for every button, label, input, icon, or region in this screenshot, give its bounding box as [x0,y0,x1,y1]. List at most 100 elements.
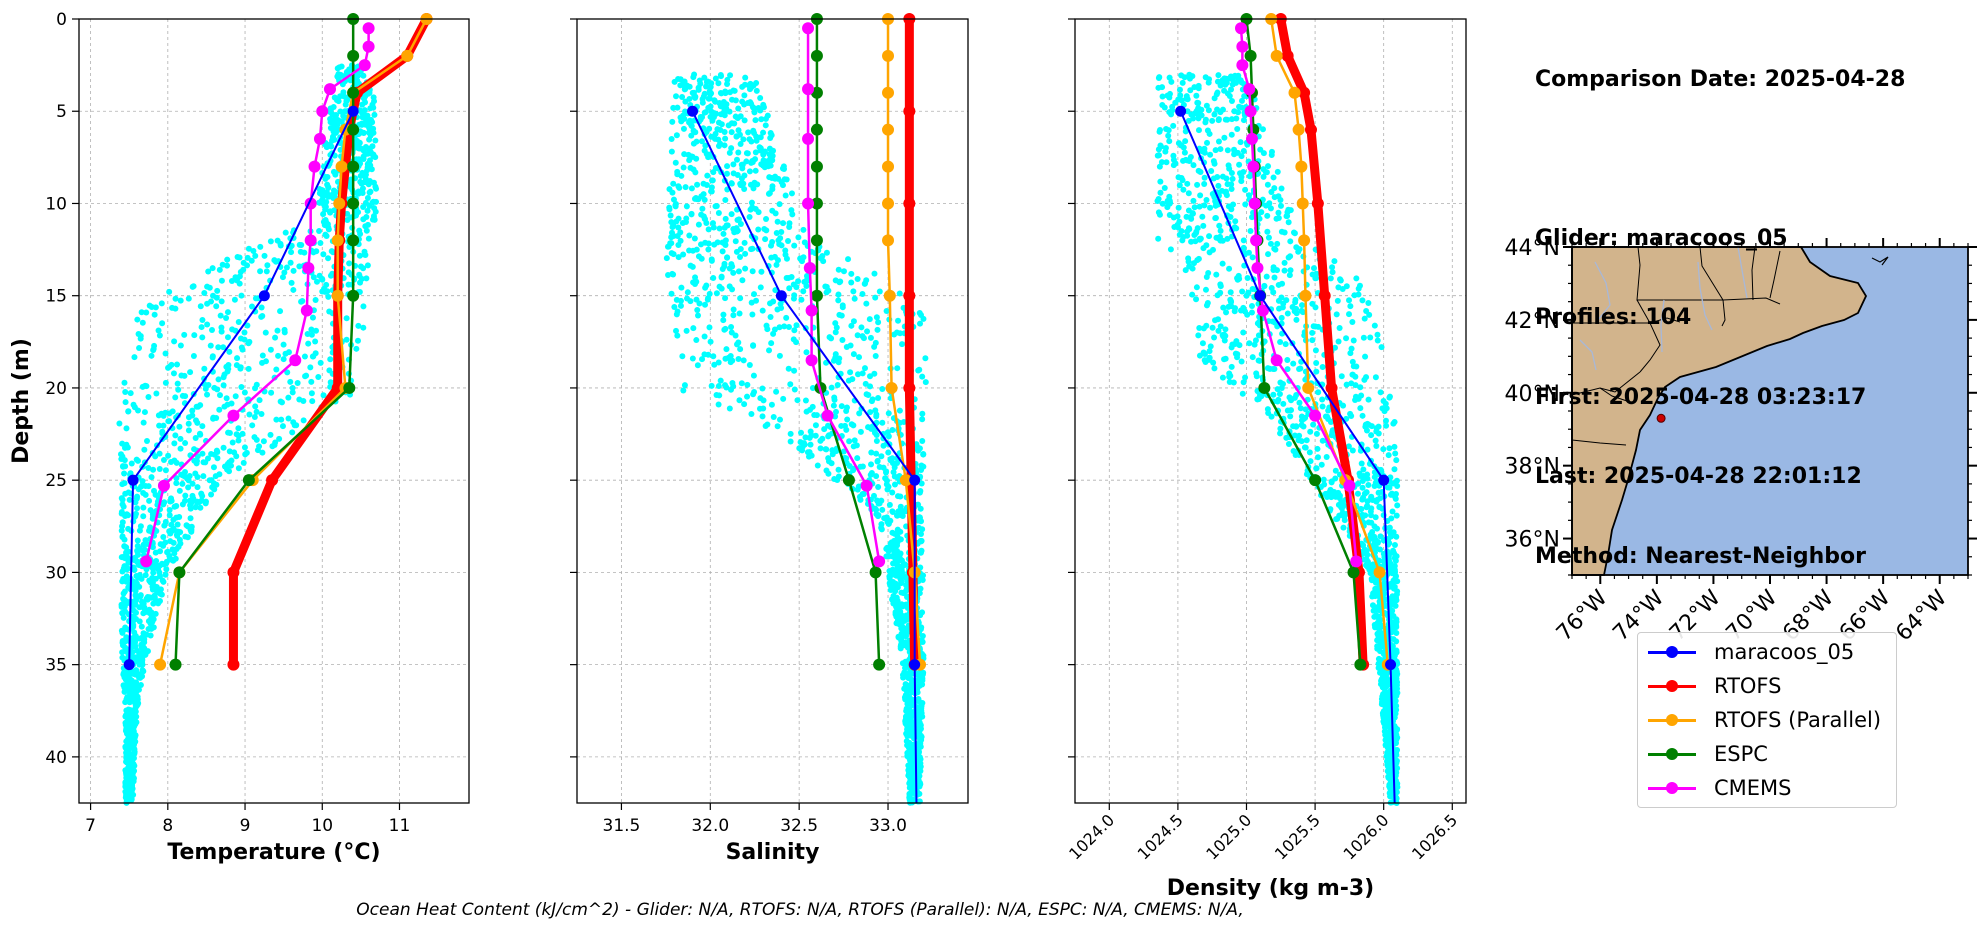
series-marker [805,304,818,317]
scatter-point [136,344,143,351]
scatter-point [277,242,284,249]
scatter-point [767,313,774,320]
scatter-point [134,537,141,544]
scatter-point [1240,117,1247,124]
scatter-point [1393,512,1400,519]
scatter-point [287,259,294,266]
scatter-point [777,300,784,307]
scatter-point [1331,258,1338,265]
scatter-point [918,462,925,469]
scatter-point [262,329,269,336]
scatter-point [123,752,130,759]
scatter-point [870,492,877,499]
scatter-point [715,119,722,126]
scatter-point [1163,125,1170,132]
scatter-point [237,268,244,275]
scatter-point [750,372,757,379]
scatter-point [1265,251,1272,258]
scatter-point [256,397,263,404]
scatter-point [163,566,170,573]
scatter-point [140,513,147,520]
scatter-point [123,634,130,641]
scatter-point [220,382,227,389]
scatter-point [1207,343,1214,350]
scatter-point [1228,86,1235,93]
scatter-point [308,390,315,397]
scatter-point [689,247,696,254]
scatter-point [714,239,721,246]
scatter-point [830,402,837,409]
scatter-point [210,415,217,422]
scatter-point [1236,342,1243,349]
scatter-point [739,83,746,90]
scatter-point [859,370,866,377]
scatter-point [134,316,141,323]
scatter-point [691,71,698,78]
series-marker [802,83,815,96]
scatter-point [181,497,188,504]
scatter-point [1274,386,1281,393]
scatter-point [166,288,173,295]
scatter-point [264,262,271,269]
scatter-point [693,138,700,145]
scatter-point [1195,105,1202,112]
scatter-point [241,389,248,396]
scatter-point [899,603,906,610]
x-tick-label: 32.5 [780,816,818,836]
scatter-point [1359,412,1366,419]
scatter-point [194,419,201,426]
scatter-point [224,334,231,341]
scatter-point [707,84,714,91]
scatter-point [843,344,850,351]
scatter-point [788,190,795,197]
scatter-point [1194,181,1201,188]
scatter-point [1226,370,1233,377]
axes-frame [78,18,470,804]
scatter-point [224,256,231,263]
scatter-point [872,505,879,512]
scatter-point [728,145,735,152]
scatter-point [1185,258,1192,265]
scatter-point [843,404,850,411]
scatter-point [1349,318,1356,325]
scatter-point [916,731,923,738]
scatter-point [126,496,133,503]
scatter-point [170,557,177,564]
scatter-point [360,72,367,79]
scatter-point [691,93,698,100]
scatter-point [862,280,869,287]
scatter-point [675,254,682,261]
scatter-point [1360,334,1367,341]
scatter-point [213,303,220,310]
scatter-point [720,230,727,237]
scatter-point [357,145,364,152]
series-marker [802,132,815,145]
scatter-point [717,377,724,384]
scatter-point [759,385,766,392]
scatter-point [672,203,679,210]
scatter-point [313,248,320,255]
scatter-point [309,314,316,321]
scatter-point [817,445,824,452]
scatter-point [741,186,748,193]
scatter-point [194,474,201,481]
scatter-point [1359,496,1366,503]
scatter-point [172,432,179,439]
scatter-point [238,292,245,299]
scatter-point [804,277,811,284]
scatter-point [891,331,898,338]
scatter-point [268,389,275,396]
scatter-point [780,395,787,402]
scatter-point [786,220,793,227]
x-axis-label: Salinity [726,840,820,865]
series-line-espc [174,19,355,665]
scatter-point [241,336,248,343]
scatter-point [214,287,221,294]
scatter-point [873,314,880,321]
scatter-point [218,298,225,305]
scatter-point [187,369,194,376]
scatter-point [1157,178,1164,185]
scatter-point [738,161,745,168]
scatter-point [730,161,737,168]
scatter-point [204,321,211,328]
